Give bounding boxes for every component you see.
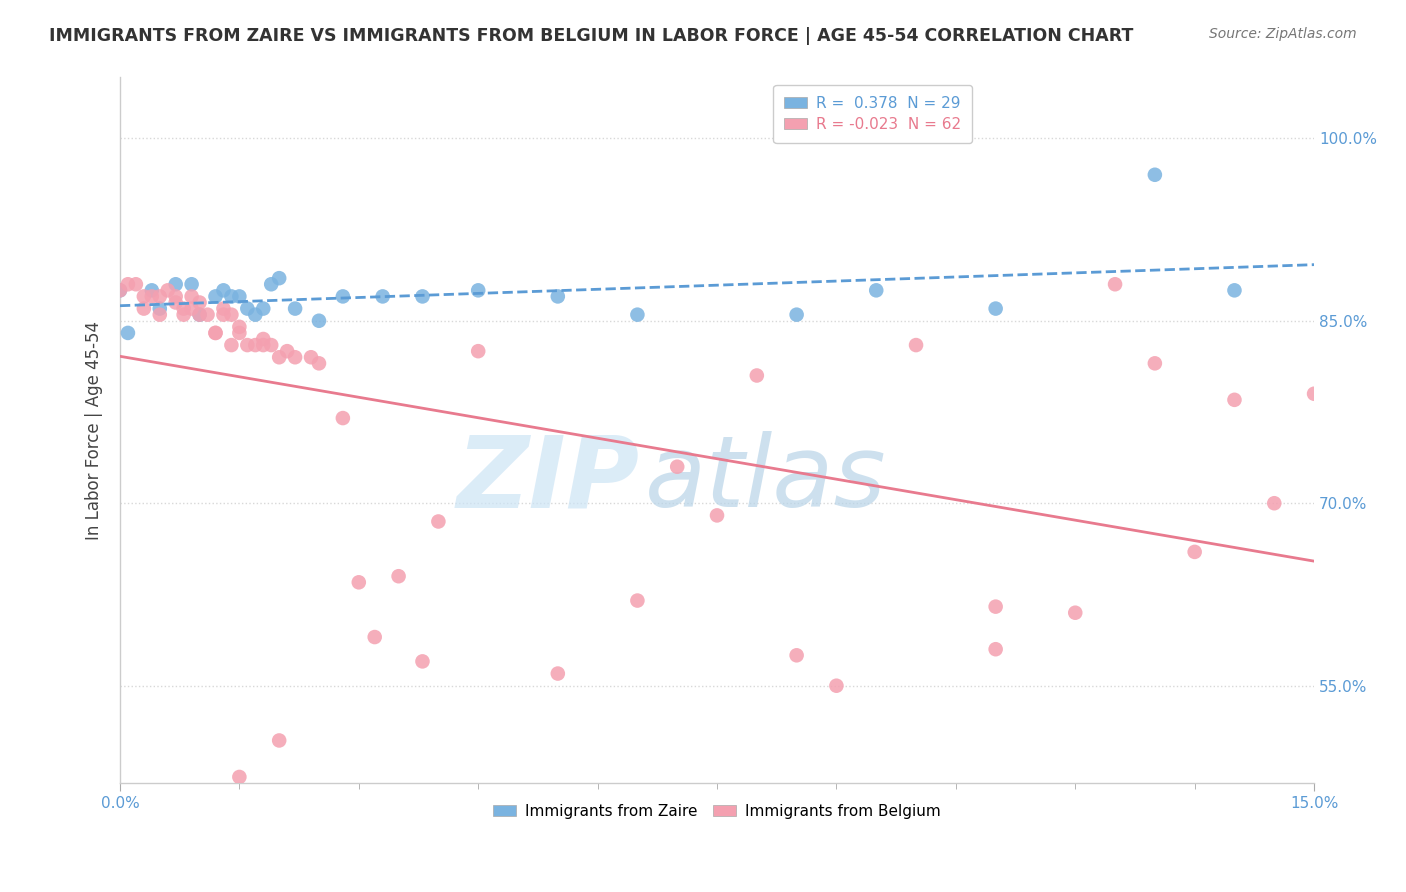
Point xyxy=(905,338,928,352)
Point xyxy=(132,301,155,316)
Point xyxy=(204,326,226,340)
Point xyxy=(411,289,433,303)
Point xyxy=(252,301,274,316)
Point xyxy=(132,289,155,303)
Point xyxy=(308,314,330,328)
Point xyxy=(204,289,226,303)
Point xyxy=(141,283,163,297)
Point xyxy=(371,289,394,303)
Point xyxy=(284,351,307,365)
Point xyxy=(332,289,354,303)
Point xyxy=(252,338,274,352)
Point xyxy=(467,344,489,359)
Point xyxy=(626,593,648,607)
Point xyxy=(387,569,409,583)
Point xyxy=(467,283,489,297)
Point xyxy=(228,289,250,303)
Point xyxy=(212,283,235,297)
Point xyxy=(626,308,648,322)
Point xyxy=(173,308,195,322)
Point xyxy=(125,277,148,292)
Point xyxy=(284,301,307,316)
Point xyxy=(212,301,235,316)
Point xyxy=(547,666,569,681)
Point xyxy=(188,308,211,322)
Text: atlas: atlas xyxy=(645,431,887,528)
Point xyxy=(149,301,172,316)
Point xyxy=(228,326,250,340)
Y-axis label: In Labor Force | Age 45-54: In Labor Force | Age 45-54 xyxy=(86,321,103,540)
Point xyxy=(1184,545,1206,559)
Point xyxy=(666,459,689,474)
Point xyxy=(786,648,808,663)
Point xyxy=(117,277,139,292)
Point xyxy=(1143,168,1166,182)
Point xyxy=(236,301,259,316)
Point xyxy=(332,411,354,425)
Point xyxy=(221,289,243,303)
Point xyxy=(204,326,226,340)
Point xyxy=(180,277,202,292)
Point xyxy=(108,283,131,297)
Point xyxy=(245,338,267,352)
Point xyxy=(269,351,291,365)
Point xyxy=(269,271,291,285)
Point xyxy=(221,338,243,352)
Point xyxy=(1223,283,1246,297)
Point xyxy=(149,308,172,322)
Point xyxy=(1263,496,1285,510)
Point xyxy=(1104,277,1126,292)
Point xyxy=(1143,356,1166,370)
Point xyxy=(347,575,370,590)
Point xyxy=(825,679,848,693)
Point xyxy=(245,308,267,322)
Point xyxy=(156,283,179,297)
Point xyxy=(212,308,235,322)
Point xyxy=(236,338,259,352)
Point xyxy=(221,308,243,322)
Point xyxy=(786,308,808,322)
Point xyxy=(299,351,322,365)
Point xyxy=(197,308,219,322)
Point xyxy=(173,301,195,316)
Point xyxy=(141,289,163,303)
Point xyxy=(165,289,187,303)
Point xyxy=(228,770,250,784)
Point xyxy=(117,326,139,340)
Point xyxy=(865,283,887,297)
Text: IMMIGRANTS FROM ZAIRE VS IMMIGRANTS FROM BELGIUM IN LABOR FORCE | AGE 45-54 CORR: IMMIGRANTS FROM ZAIRE VS IMMIGRANTS FROM… xyxy=(49,27,1133,45)
Point xyxy=(252,332,274,346)
Point xyxy=(260,338,283,352)
Point xyxy=(228,319,250,334)
Point xyxy=(984,301,1007,316)
Point xyxy=(706,508,728,523)
Text: Source: ZipAtlas.com: Source: ZipAtlas.com xyxy=(1209,27,1357,41)
Point xyxy=(188,308,211,322)
Point xyxy=(165,277,187,292)
Point xyxy=(180,301,202,316)
Point xyxy=(108,283,131,297)
Legend: Immigrants from Zaire, Immigrants from Belgium: Immigrants from Zaire, Immigrants from B… xyxy=(486,797,948,825)
Point xyxy=(188,295,211,310)
Point xyxy=(260,277,283,292)
Point xyxy=(165,295,187,310)
Point xyxy=(308,356,330,370)
Point xyxy=(547,289,569,303)
Point xyxy=(269,733,291,747)
Point xyxy=(1223,392,1246,407)
Point xyxy=(984,599,1007,614)
Point xyxy=(180,289,202,303)
Point xyxy=(364,630,387,644)
Point xyxy=(745,368,768,383)
Text: ZIP: ZIP xyxy=(457,431,640,528)
Point xyxy=(984,642,1007,657)
Point xyxy=(411,654,433,668)
Point xyxy=(149,289,172,303)
Point xyxy=(1064,606,1087,620)
Point xyxy=(1303,386,1326,401)
Point xyxy=(276,344,298,359)
Point xyxy=(427,515,450,529)
